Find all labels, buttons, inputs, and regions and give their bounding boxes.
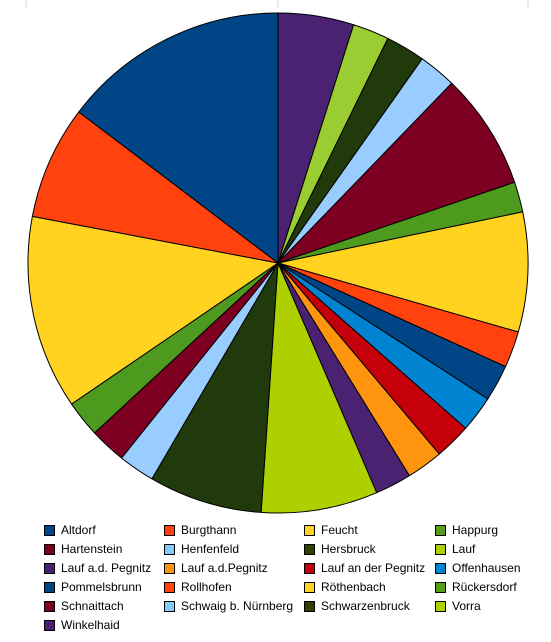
legend-entry: Winkelhaid: [44, 617, 164, 633]
legend-swatch: [435, 543, 446, 555]
legend-entry: Altdorf: [44, 522, 164, 538]
legend-label: Offenhausen: [452, 561, 521, 575]
legend-swatch: [164, 600, 175, 612]
pie-slice-21: [78, 12, 279, 264]
legend-label: Vorra: [452, 599, 481, 613]
legend-swatch: [435, 524, 446, 536]
legend-entry: Hersbruck: [304, 541, 435, 557]
legend-entry: Henfenfeld: [164, 541, 304, 557]
legend-swatch: [304, 562, 315, 574]
legend-entry: Vorra: [435, 598, 545, 614]
legend-entry: Pommelsbrunn: [44, 579, 164, 595]
legend-swatch: [44, 524, 55, 536]
legend-swatch: [44, 543, 55, 555]
legend-label: Lauf a.d.Pegnitz: [181, 561, 268, 575]
legend-entry: Schnaittach: [44, 598, 164, 614]
legend-swatch: [435, 600, 446, 612]
legend-swatch: [435, 581, 446, 593]
legend-swatch: [164, 543, 175, 555]
pie-slice-15: [151, 262, 279, 513]
legend-swatch: [164, 562, 175, 574]
legend-label: Hersbruck: [321, 542, 376, 556]
legend-label: Pommelsbrunn: [61, 580, 142, 594]
legend-label: Schwaig b. Nürnberg: [181, 599, 294, 613]
legend-label: Schnaittach: [61, 599, 124, 613]
legend-label: Feucht: [321, 523, 358, 537]
legend-label: Röthenbach: [321, 580, 386, 594]
legend-swatch: [304, 524, 315, 536]
legend-swatch: [164, 524, 175, 536]
legend-label: Hartenstein: [61, 542, 123, 556]
legend-label: Henfenfeld: [181, 542, 240, 556]
pie-slice-5: [277, 82, 516, 264]
legend-swatch: [44, 600, 55, 612]
legend-entry: Feucht: [304, 522, 435, 538]
pie-slice-19: [27, 215, 279, 405]
legend-label: Rollhofen: [181, 580, 232, 594]
legend-entry: Happurg: [435, 522, 545, 538]
legend: Altdorf Burgthann Feucht Happurg Hartenstein…: [44, 522, 545, 633]
legend-swatch: [44, 619, 55, 631]
pie-slices: [27, 12, 529, 514]
legend-label: Altdorf: [61, 523, 96, 537]
pie-slice-14: [260, 262, 378, 514]
legend-entry: Burgthann: [164, 522, 304, 538]
legend-label: Schwarzenbruck: [321, 599, 410, 613]
pie-slice-20: [31, 111, 279, 264]
pie-plot: [25, 0, 529, 514]
legend-label: Happurg: [452, 523, 499, 537]
legend-swatch: [44, 581, 55, 593]
legend-label: Lauf a.d. Pegnitz: [61, 561, 152, 575]
legend-swatch: [164, 581, 175, 593]
legend-swatch: [435, 562, 446, 574]
legend-entry: Offenhausen: [435, 560, 545, 576]
legend-label: Burgthann: [181, 523, 237, 537]
legend-entry: Hartenstein: [44, 541, 164, 557]
legend-entry: Lauf an der Pegnitz: [304, 560, 435, 576]
legend-label: Rückersdorf: [452, 580, 517, 594]
legend-swatch: [304, 600, 315, 612]
pie-slice-7: [277, 211, 529, 333]
legend-entry: Lauf a.d. Pegnitz: [44, 560, 164, 576]
legend-entry: Rollhofen: [164, 579, 304, 595]
legend-swatch: [44, 562, 55, 574]
legend-entry: Röthenbach: [304, 579, 435, 595]
legend-swatch: [304, 581, 315, 593]
legend-entry: Lauf a.d.Pegnitz: [164, 560, 304, 576]
legend-entry: Rückersdorf: [435, 579, 545, 595]
legend-label: Lauf an der Pegnitz: [321, 561, 426, 575]
legend-label: Lauf: [452, 542, 476, 556]
legend-swatch: [304, 543, 315, 555]
legend-entry: Schwarzenbruck: [304, 598, 435, 614]
legend-entry: Schwaig b. Nürnberg: [164, 598, 304, 614]
legend-entry: Lauf: [435, 541, 545, 557]
legend-label: Winkelhaid: [61, 618, 120, 632]
